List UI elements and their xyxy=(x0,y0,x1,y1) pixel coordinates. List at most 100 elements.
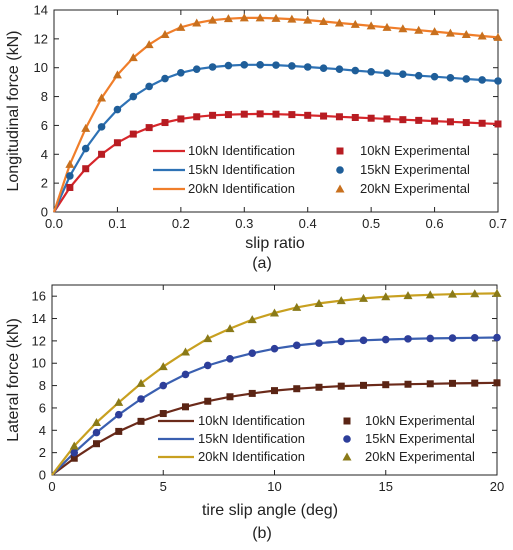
data-point xyxy=(129,130,137,138)
data-point xyxy=(159,381,168,390)
data-point xyxy=(137,395,145,403)
data-point xyxy=(288,111,296,119)
data-point xyxy=(287,14,297,23)
data-point xyxy=(360,381,367,389)
y-tick-label: 14 xyxy=(34,3,48,18)
data-point xyxy=(477,31,487,40)
data-point xyxy=(70,454,78,462)
data-point xyxy=(209,111,217,119)
data-point xyxy=(431,117,439,125)
y-tick-label: 8 xyxy=(39,378,46,393)
data-point xyxy=(161,74,169,83)
data-point xyxy=(203,361,212,370)
data-point xyxy=(399,116,407,124)
data-point xyxy=(192,65,201,73)
data-point xyxy=(462,119,470,127)
data-point xyxy=(97,123,106,131)
data-point xyxy=(350,19,360,28)
data-point xyxy=(337,382,345,390)
legend-marker-swatch xyxy=(342,452,352,461)
data-point xyxy=(192,18,202,27)
data-point xyxy=(145,124,153,132)
x-tick-label: 0.5 xyxy=(362,216,380,231)
data-point xyxy=(177,115,185,123)
data-point xyxy=(336,296,346,305)
data-point xyxy=(446,74,455,82)
legend-label: 20kN Experimental xyxy=(365,449,475,464)
data-point xyxy=(367,67,375,76)
data-point xyxy=(493,379,501,387)
data-point xyxy=(203,334,213,343)
x-axis-label: tire slip angle (deg) xyxy=(202,502,338,519)
y-tick-label: 10 xyxy=(34,60,48,75)
data-point xyxy=(181,370,190,379)
y-tick-label: 8 xyxy=(41,89,48,104)
y-tick-label: 2 xyxy=(39,445,46,460)
data-point xyxy=(223,14,233,23)
data-point xyxy=(426,334,435,343)
data-point xyxy=(256,110,264,118)
data-point xyxy=(493,32,503,41)
y-tick-label: 16 xyxy=(32,289,46,304)
data-point xyxy=(208,63,217,71)
data-point xyxy=(494,120,502,128)
data-point xyxy=(319,17,329,26)
data-point xyxy=(304,111,312,119)
data-point xyxy=(70,448,79,457)
x-tick-label: 0.1 xyxy=(108,216,126,231)
data-point xyxy=(93,440,100,448)
x-tick-label: 0.0 xyxy=(45,216,63,231)
data-point xyxy=(137,417,145,425)
data-point xyxy=(226,393,234,401)
data-point xyxy=(335,65,344,73)
data-point xyxy=(381,335,390,344)
data-point xyxy=(335,113,343,121)
data-point xyxy=(161,119,169,127)
legend-label: 20kN Experimental xyxy=(360,181,470,196)
chart-panel-1: 0.0 0.1 0.2 0.3 0.4 0.5 0.6 0.7 0 2 4 6 8 10 12 14 slip … xyxy=(5,3,507,273)
data-point xyxy=(69,441,79,450)
data-point xyxy=(270,308,279,317)
legend-label: 15kN Identification xyxy=(198,431,305,446)
data-point xyxy=(470,333,479,342)
legend-label: 10kN Identification xyxy=(198,413,305,428)
data-point xyxy=(478,76,486,84)
data-point xyxy=(471,379,479,387)
data-point xyxy=(114,397,124,406)
data-point xyxy=(182,403,189,411)
data-point xyxy=(271,13,281,22)
data-point xyxy=(159,410,167,418)
data-point xyxy=(404,380,412,388)
legend-marker-swatch xyxy=(336,166,344,174)
data-point xyxy=(256,61,264,69)
y-tick-label: 14 xyxy=(32,311,46,326)
legend-label: 15kN Experimental xyxy=(365,431,475,446)
data-point xyxy=(430,72,439,81)
data-point xyxy=(113,105,122,114)
data-point xyxy=(315,339,323,347)
series-markers-4 xyxy=(66,110,502,191)
x-tick-label: 0.2 xyxy=(172,216,190,231)
data-point xyxy=(414,71,423,80)
data-point xyxy=(270,344,279,353)
data-point xyxy=(240,61,249,69)
legend-label: 20kN Identification xyxy=(198,449,305,464)
data-point xyxy=(92,417,101,426)
x-tick-label: 0 xyxy=(48,479,55,494)
data-point xyxy=(158,362,168,371)
data-point xyxy=(224,111,232,119)
data-point xyxy=(288,62,296,70)
data-point xyxy=(181,347,190,356)
series-markers-5 xyxy=(70,333,501,457)
x-tick-label: 0.6 xyxy=(426,216,444,231)
data-point xyxy=(492,288,502,297)
x-tick-label: 15 xyxy=(379,479,393,494)
data-point xyxy=(271,387,278,395)
legend-label: 20kN Identification xyxy=(188,181,295,196)
data-point xyxy=(404,335,412,343)
data-point xyxy=(315,383,323,391)
data-point xyxy=(145,82,153,91)
chart-panel-2: 0 5 10 15 20 0 2 4 6 8 10 12 14 16 tire slip angle (de… xyxy=(5,284,504,542)
plot-frame xyxy=(53,9,499,213)
